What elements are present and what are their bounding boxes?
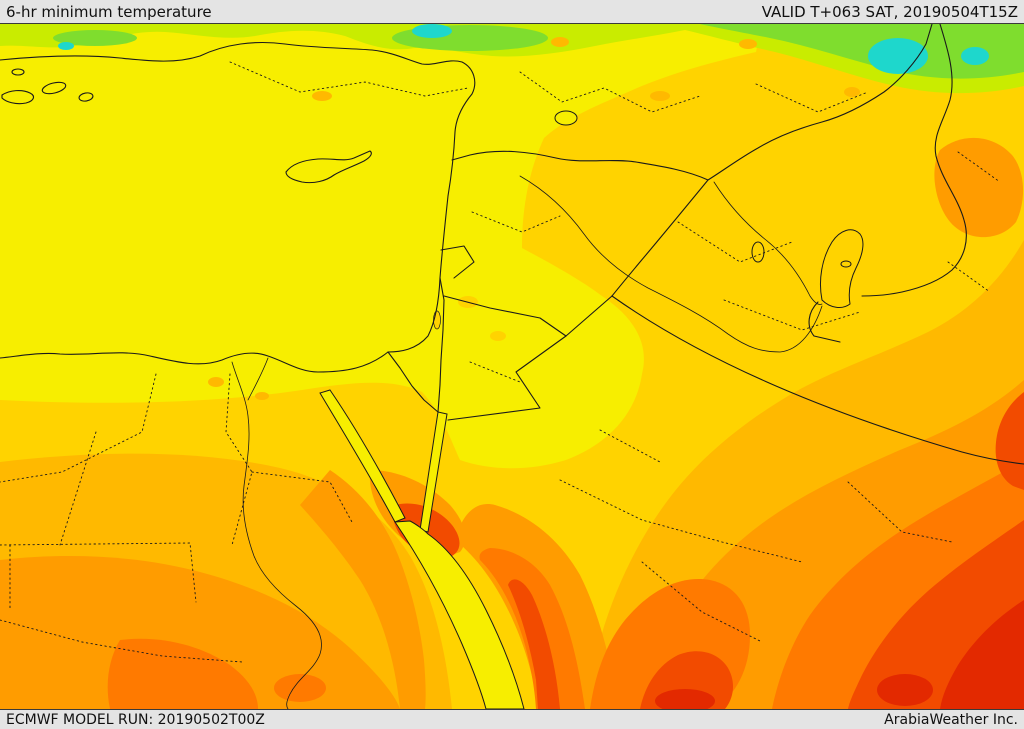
border-syria-iraq bbox=[611, 179, 709, 297]
border-syria-jordan bbox=[443, 295, 567, 337]
field-cyan-spot-east bbox=[868, 38, 928, 74]
field-warm-spot-3 bbox=[650, 91, 670, 101]
field-darkred-corner bbox=[940, 600, 1024, 709]
admin-egypt-4 bbox=[251, 471, 353, 523]
admin-saudi-3 bbox=[847, 481, 953, 543]
field-green-top-left bbox=[53, 30, 137, 46]
admin-egypt-5 bbox=[0, 619, 243, 663]
header-bar: 6-hr minimum temperature VALID T+063 SAT… bbox=[0, 0, 1024, 24]
cyprus-island bbox=[285, 150, 372, 184]
anatolia-lake bbox=[554, 110, 578, 126]
field-orange-northeast bbox=[934, 137, 1024, 238]
admin-syria-1 bbox=[471, 211, 561, 233]
border-jordan-saudi-zigzag bbox=[447, 295, 613, 421]
field-cyan-spot-far-east bbox=[961, 47, 989, 65]
nile-delta-branch bbox=[247, 357, 269, 401]
tigris-river bbox=[713, 181, 823, 305]
euphrates-river bbox=[519, 175, 823, 353]
border-iraq-saudi bbox=[611, 295, 1024, 465]
admin-iran-2 bbox=[947, 261, 991, 293]
field-cyan-spot-west bbox=[58, 42, 74, 50]
field-warm-spot-2 bbox=[551, 37, 569, 47]
field-warm-spot-5 bbox=[844, 87, 860, 97]
field-warm-spot-delta-1 bbox=[208, 377, 224, 387]
gulf-of-aqaba bbox=[419, 411, 448, 533]
border-lebanon bbox=[440, 245, 475, 279]
field-greenyellow-band bbox=[0, 24, 1024, 94]
admin-iraq-2 bbox=[723, 299, 861, 331]
water-bodies bbox=[319, 110, 864, 709]
aegean-island-1 bbox=[1, 90, 35, 105]
admin-borders-dotted bbox=[0, 61, 1001, 663]
aegean-island-2 bbox=[41, 81, 67, 95]
red-sea bbox=[394, 520, 525, 709]
border-jordan-west bbox=[437, 277, 445, 413]
field-red-hejaz-strip bbox=[508, 579, 560, 709]
border-iran-west bbox=[861, 24, 967, 297]
admin-egypt-2 bbox=[0, 373, 157, 483]
admin-egypt-6 bbox=[59, 431, 97, 546]
admin-iraq-1 bbox=[677, 221, 793, 263]
admin-saudi-1 bbox=[559, 479, 803, 563]
admin-turkey-3 bbox=[755, 83, 869, 113]
map-title: 6-hr minimum temperature bbox=[6, 2, 212, 21]
admin-saudi-2 bbox=[641, 561, 763, 643]
footer-bar: ECMWF MODEL RUN: 20190502T00Z ArabiaWeat… bbox=[0, 709, 1024, 729]
temperature-field bbox=[0, 24, 1024, 709]
admin-saudi-4 bbox=[599, 429, 661, 463]
border-israel-egypt bbox=[387, 351, 439, 413]
field-gold-spot-jordan-2 bbox=[490, 331, 506, 341]
admin-jordan-1 bbox=[469, 361, 521, 383]
field-deeporange-egypt-spot bbox=[107, 638, 258, 709]
field-orange-eastern-desert bbox=[300, 470, 426, 709]
field-warm-spot-delta-2 bbox=[255, 392, 269, 400]
gulf-island bbox=[840, 260, 852, 268]
iraq-lake bbox=[751, 241, 765, 263]
field-darkred-blob-1 bbox=[877, 674, 933, 706]
field-yellow-northwest bbox=[0, 24, 762, 469]
admin-turkey-2 bbox=[519, 71, 701, 113]
attribution-label: ArabiaWeather Inc. bbox=[884, 711, 1018, 728]
admin-egypt-3 bbox=[225, 373, 253, 546]
border-kuwait bbox=[808, 301, 841, 343]
model-run-label: ECMWF MODEL RUN: 20190502T00Z bbox=[6, 711, 265, 728]
nile-river bbox=[231, 361, 322, 709]
aegean-island-3 bbox=[78, 92, 94, 102]
country-borders bbox=[387, 24, 1024, 465]
field-orange-egypt-south bbox=[0, 556, 400, 709]
temperature-map bbox=[0, 24, 1024, 709]
mediterranean-coastline bbox=[0, 42, 476, 373]
field-deeporange-egypt-spot-2 bbox=[274, 674, 326, 702]
persian-gulf-tip bbox=[819, 229, 864, 308]
field-cyan-spot-center bbox=[412, 24, 452, 38]
admin-turkey-1 bbox=[229, 61, 469, 97]
border-turkey-south bbox=[451, 24, 933, 181]
field-darkred-blob-2 bbox=[655, 689, 715, 709]
field-red-right-edge bbox=[995, 392, 1024, 490]
coastlines bbox=[0, 42, 476, 373]
field-green-top-right bbox=[700, 24, 1024, 79]
valid-time-label: VALID T+063 SAT, 20190504T15Z bbox=[761, 2, 1018, 21]
field-warm-spot-1 bbox=[312, 91, 332, 101]
rivers bbox=[231, 175, 823, 709]
field-warm-spot-4 bbox=[739, 39, 757, 49]
admin-iran-1 bbox=[957, 151, 1001, 183]
aegean-island-4 bbox=[11, 68, 25, 76]
gulf-of-suez bbox=[319, 389, 406, 523]
